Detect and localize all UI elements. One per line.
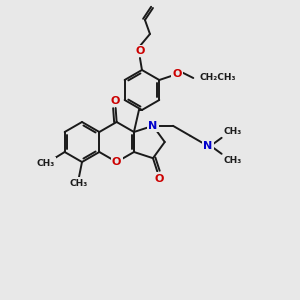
Text: O: O: [135, 46, 145, 56]
Text: CH₃: CH₃: [224, 156, 242, 165]
Text: CH₃: CH₃: [70, 178, 88, 188]
Text: CH₃: CH₃: [224, 127, 242, 136]
Text: N: N: [203, 141, 212, 151]
Text: O: O: [111, 96, 120, 106]
Text: O: O: [155, 174, 164, 184]
Text: CH₃: CH₃: [37, 158, 55, 167]
Text: N: N: [148, 121, 158, 131]
Text: CH₂CH₃: CH₂CH₃: [199, 74, 236, 82]
Text: O: O: [172, 69, 182, 79]
Text: O: O: [112, 157, 121, 167]
